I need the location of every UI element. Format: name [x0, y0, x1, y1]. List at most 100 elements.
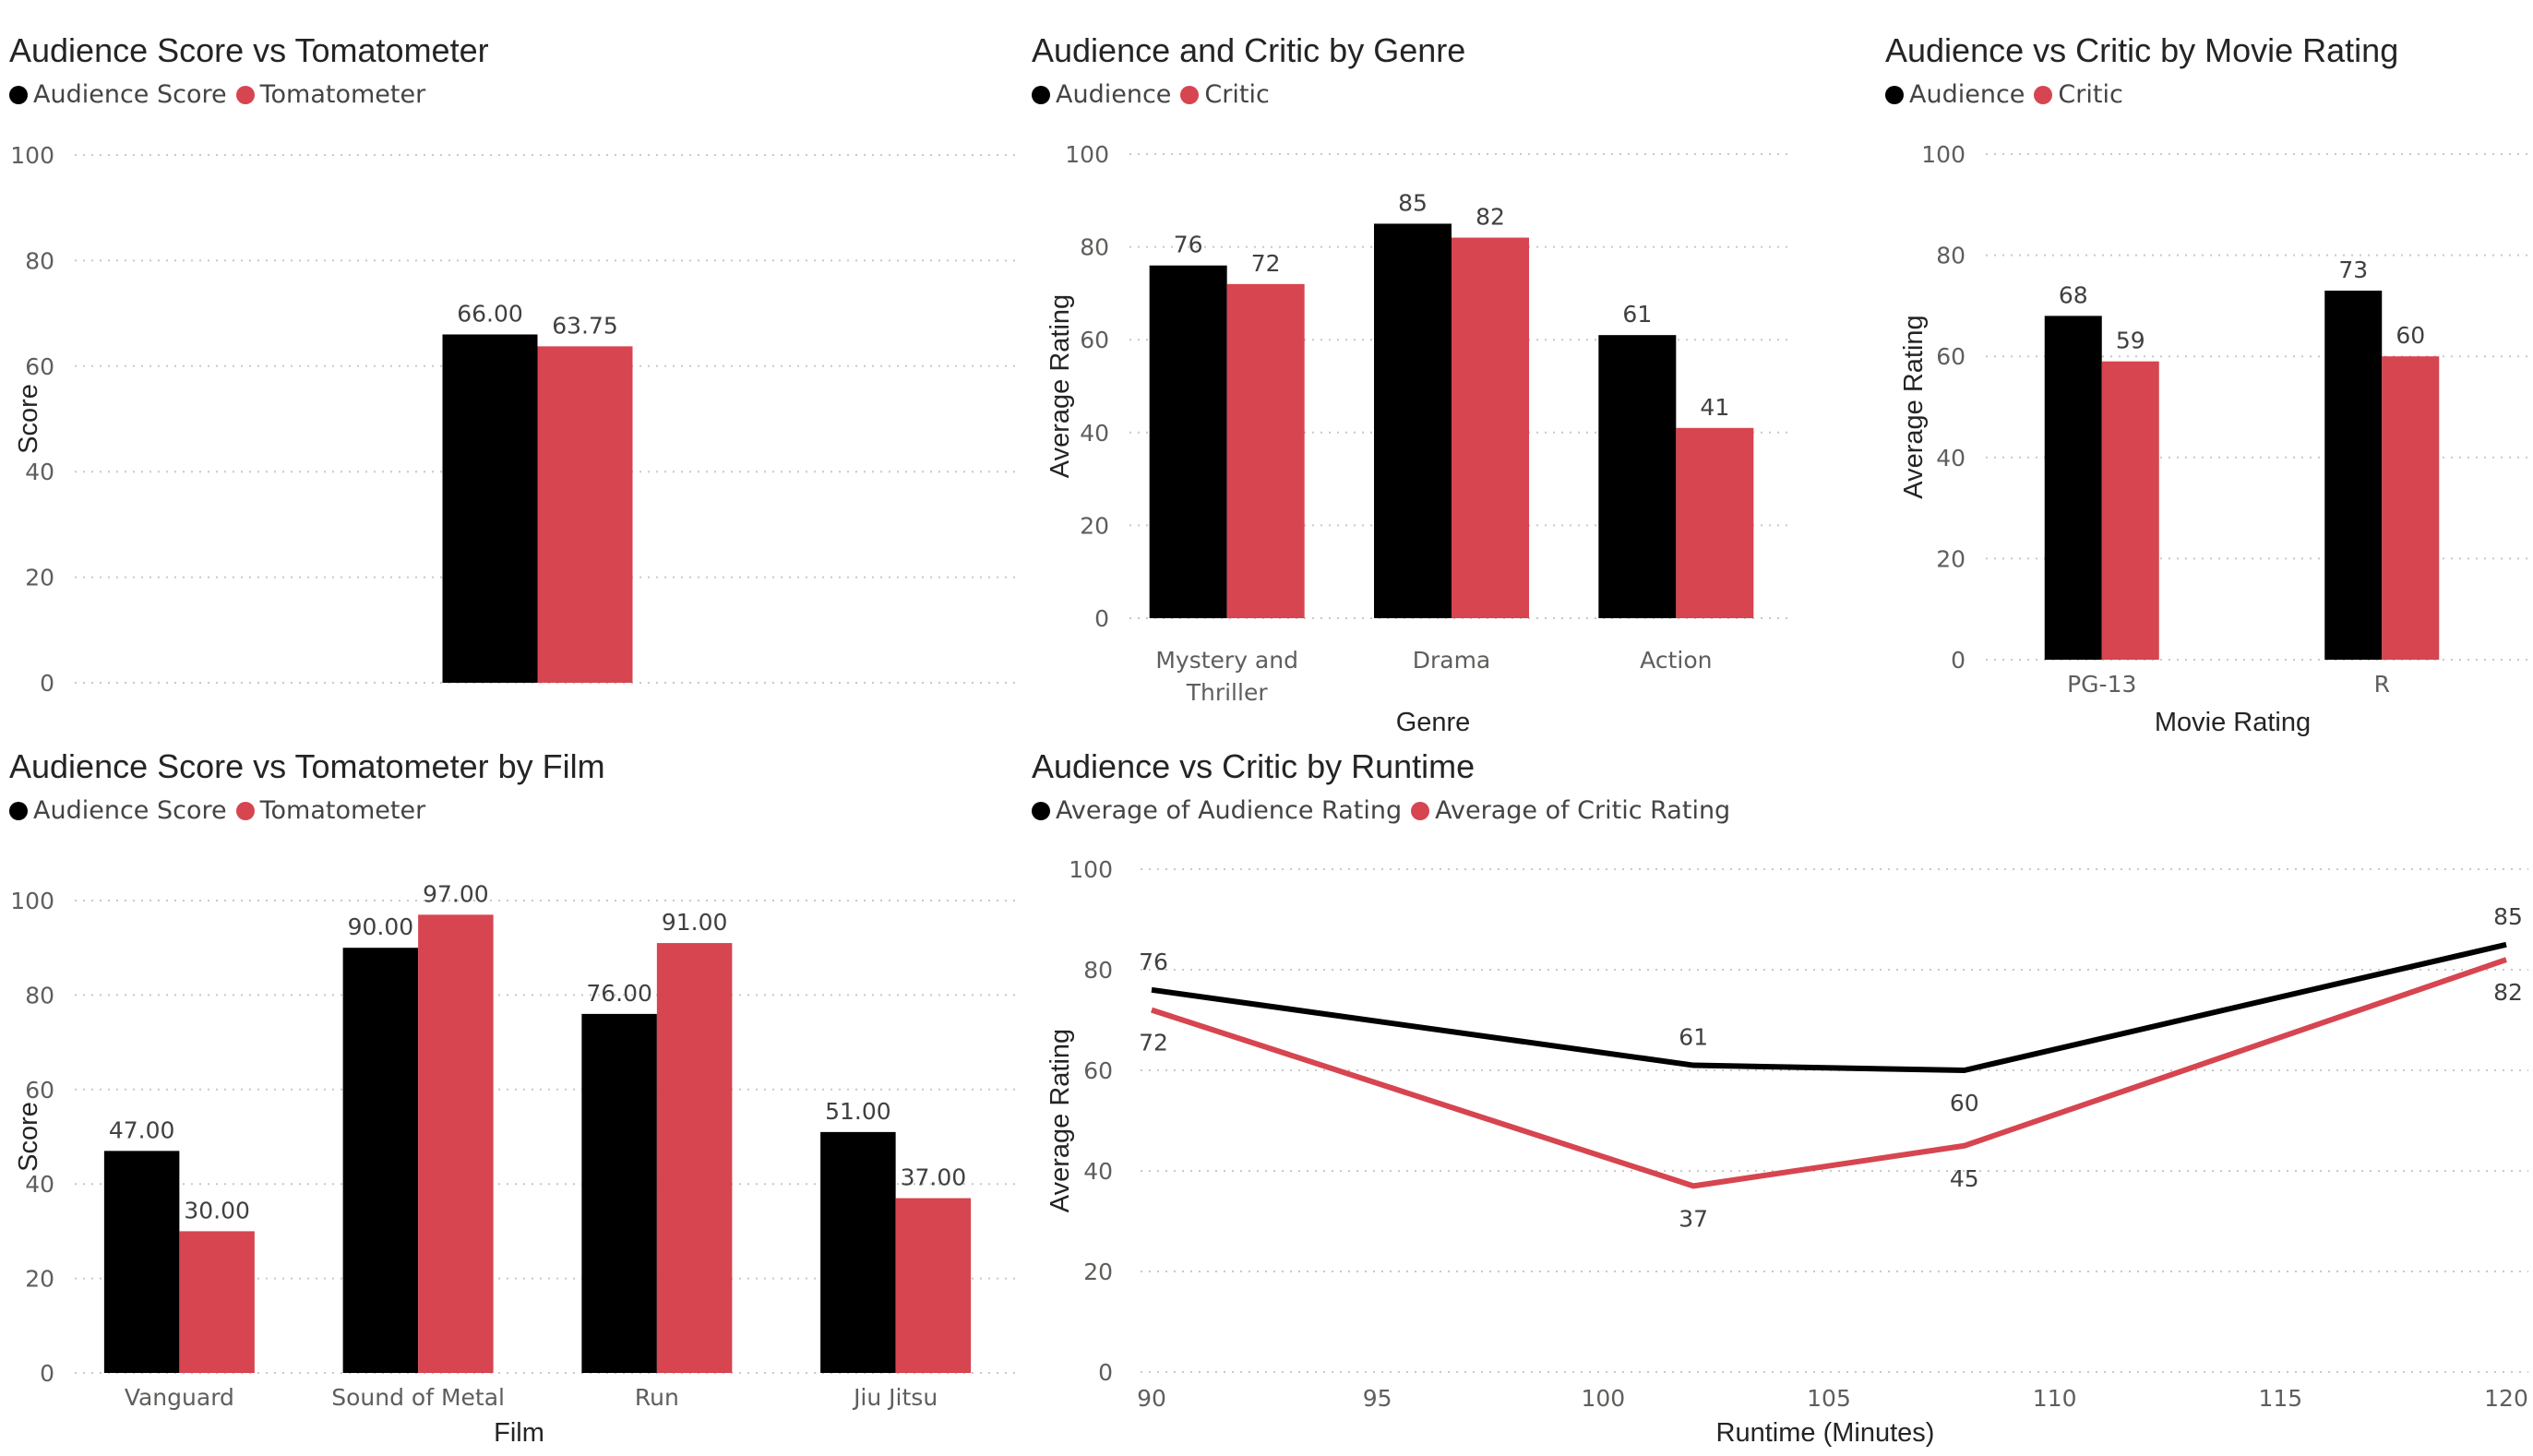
chart-audience-vs-tomatometer[interactable]: Audience Score vs Tomatometer Audience S… [9, 31, 1015, 714]
bar-critic [179, 1231, 255, 1373]
x-tick-label: 110 [2033, 1385, 2077, 1412]
bar-critic [1452, 237, 1529, 618]
data-label: 82 [2493, 979, 2523, 1006]
data-label: 91.00 [662, 909, 728, 936]
legend-critic-label: Average of Critic Rating [1435, 796, 1731, 825]
data-label: 41 [1700, 394, 1729, 421]
y-tick-label: 60 [1083, 1057, 1113, 1084]
data-label: 72 [1251, 250, 1281, 277]
y-tick-label: 60 [1080, 327, 1109, 353]
chart-by-genre[interactable]: Audience and Critic by Genre Audience Cr… [1032, 31, 1788, 751]
chart-plot: 0 20 40 60 80 100 68 59 PG-13 73 60 R Average Rating… [1899, 141, 2531, 737]
legend-item-critic[interactable]: Critic [2034, 80, 2123, 109]
y-axis-title: Average Rating [1045, 1029, 1075, 1212]
bar-audience [1149, 265, 1227, 618]
data-label: 51.00 [825, 1098, 891, 1125]
legend-item-audience[interactable]: Audience [1885, 80, 2025, 109]
legend-audience-label: Audience [1056, 80, 1172, 109]
bar-audience [1598, 335, 1677, 618]
bar-critic [895, 1198, 972, 1373]
x-category-label: Thriller [1186, 679, 1269, 706]
data-label: 66.00 [457, 300, 523, 327]
data-label: 97.00 [423, 880, 489, 907]
legend-item-critic[interactable]: Critic [1180, 80, 1270, 109]
x-tick-label: 95 [1363, 1385, 1392, 1412]
bar-critic [537, 346, 633, 683]
x-category-label: Sound of Metal [331, 1384, 505, 1411]
y-tick-label: 40 [1936, 445, 1965, 471]
bar-audience [442, 334, 538, 683]
legend-item-critic[interactable]: Tomatometer [235, 796, 426, 825]
line-critic [1151, 957, 2507, 1189]
y-tick-label: 100 [1921, 141, 1965, 168]
y-axis-title: Average Rating [1899, 315, 1929, 498]
x-category-label: Drama [1413, 647, 1491, 674]
legend-item-audience[interactable]: Average of Audience Rating [1032, 796, 1402, 825]
legend[interactable]: Average of Audience Rating Average of Cr… [1032, 796, 1739, 825]
data-label: 37 [1679, 1205, 1708, 1232]
legend-item-audience[interactable]: Audience Score [9, 796, 227, 825]
y-tick-label: 20 [1080, 512, 1109, 539]
data-label: 82 [1476, 204, 1505, 231]
legend-audience-label: Audience Score [33, 796, 227, 825]
legend-audience-dot [1885, 85, 1904, 104]
chart-by-movie-rating[interactable]: Audience vs Critic by Movie Rating Audie… [1885, 31, 2531, 751]
legend-item-audience[interactable]: Audience Score [9, 80, 227, 109]
x-tick-label: 100 [1581, 1385, 1625, 1412]
legend-audience-label: Audience Score [33, 80, 227, 109]
x-axis-title: Film [494, 1418, 544, 1448]
y-tick-label: 20 [25, 1266, 54, 1293]
data-label: 72 [1139, 1030, 1168, 1056]
data-label: 37.00 [901, 1164, 967, 1191]
legend-audience-dot [1032, 801, 1050, 820]
chart-by-runtime[interactable]: Audience vs Critic by Runtime Average of… [1032, 747, 2533, 1456]
y-tick-label: 0 [40, 670, 54, 697]
chart-by-film[interactable]: Audience Score vs Tomatometer by Film Au… [9, 747, 1015, 1456]
legend-critic-label: Critic [1204, 80, 1270, 109]
y-tick-label: 0 [1094, 605, 1109, 632]
chart-title: Audience vs Critic by Movie Rating [1885, 31, 2399, 69]
data-label: 60 [2396, 322, 2425, 349]
data-label: 30.00 [184, 1197, 250, 1223]
legend-audience-dot [1032, 85, 1050, 104]
y-tick-label: 40 [25, 1171, 54, 1198]
x-category-label: Run [635, 1384, 679, 1411]
y-tick-label: 80 [1083, 957, 1113, 984]
legend-item-audience[interactable]: Audience [1032, 80, 1171, 109]
legend-critic-dot [2034, 85, 2053, 104]
legend-audience-dot [9, 801, 28, 820]
bar-critic [1676, 427, 1754, 618]
x-category-label: Jiu Jitsu [852, 1384, 938, 1411]
y-tick-label: 80 [25, 982, 54, 1008]
legend-audience-dot [9, 85, 28, 104]
bar-audience [103, 1151, 180, 1373]
x-category-label: Action [1640, 647, 1712, 674]
legend-critic-dot [1411, 801, 1430, 820]
legend-item-critic[interactable]: Average of Critic Rating [1411, 796, 1730, 825]
data-label: 47.00 [109, 1116, 175, 1143]
data-label: 68 [2059, 281, 2088, 308]
y-tick-label: 40 [1080, 420, 1109, 447]
legend-audience-label: Audience [1909, 80, 2025, 109]
data-label: 61 [1622, 301, 1652, 328]
data-label: 45 [1950, 1165, 1979, 1192]
legend[interactable]: Audience Critic [1032, 80, 1279, 109]
bar-critic [1226, 283, 1305, 618]
x-axis-title: Movie Rating [2155, 708, 2311, 737]
y-tick-label: 80 [25, 247, 54, 274]
legend[interactable]: Audience Score Tomatometer [9, 796, 435, 825]
bar-audience [581, 1013, 657, 1373]
legend[interactable]: Audience Critic [1885, 80, 2133, 109]
data-label: 76.00 [586, 980, 652, 1007]
y-tick-label: 0 [40, 1360, 54, 1387]
chart-plot: 0 20 40 60 80 100 90 95 100 105 110 115 120 76 61 60 85 7… [1045, 856, 2528, 1448]
x-tick-label: 105 [1807, 1385, 1851, 1412]
legend-critic-label: Tomatometer [259, 796, 426, 825]
chart-plot: 0 20 40 60 80 100 66.00 63.75 Score [10, 142, 1015, 697]
x-category-label: Vanguard [125, 1384, 234, 1411]
y-axis-title: Average Rating [1045, 294, 1075, 478]
legend-critic-label: Critic [2058, 80, 2123, 109]
legend[interactable]: Audience Score Tomatometer [9, 80, 435, 109]
data-label: 90.00 [348, 913, 414, 940]
legend-item-critic[interactable]: Tomatometer [235, 80, 425, 109]
